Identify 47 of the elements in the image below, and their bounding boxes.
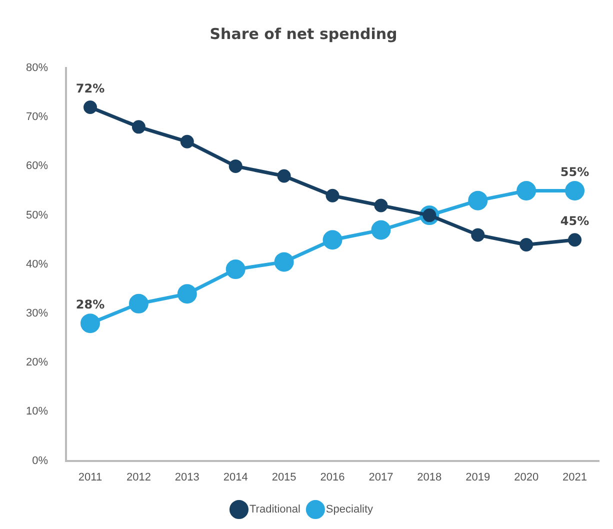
point	[322, 230, 342, 250]
point	[374, 198, 388, 212]
point	[177, 284, 197, 304]
point	[274, 252, 294, 272]
point	[516, 181, 536, 200]
point	[180, 134, 194, 148]
legend-label: Speciality	[326, 504, 374, 516]
point	[568, 233, 582, 247]
data-label: 72%	[76, 81, 105, 96]
data-label: 55%	[560, 164, 590, 179]
x-tick-label: 2012	[126, 471, 151, 484]
point	[226, 260, 246, 280]
point	[371, 220, 391, 240]
y-tick-label: 50%	[26, 209, 48, 222]
point	[520, 238, 534, 252]
y-tick-label: 80%	[26, 62, 48, 74]
data-label: 28%	[76, 297, 105, 312]
x-tick-label: 2021	[562, 471, 588, 484]
y-tick-label: 70%	[26, 111, 48, 124]
x-tick-label: 2019	[466, 471, 490, 484]
point	[128, 294, 148, 314]
y-tick-label: 0%	[32, 454, 48, 467]
chart-title: Share of net spending	[210, 24, 398, 43]
x-tick-label: 2016	[320, 471, 345, 484]
point	[471, 228, 485, 242]
y-tick-label: 10%	[26, 406, 48, 418]
x-tick-label: 2018	[417, 471, 442, 484]
legend-label: Traditional	[249, 504, 300, 516]
x-tick-label: 2020	[514, 471, 539, 484]
point	[83, 100, 97, 114]
point	[277, 169, 291, 183]
point	[80, 314, 100, 334]
point	[326, 188, 340, 202]
data-label: 45%	[560, 214, 590, 228]
x-tick-label: 2014	[223, 471, 248, 484]
x-tick-label: 2011	[78, 471, 102, 484]
y-tick-label: 60%	[26, 160, 48, 172]
y-tick-label: 30%	[26, 308, 48, 320]
y-tick-label: 20%	[26, 356, 48, 369]
point	[132, 120, 146, 134]
x-tick-label: 2013	[174, 471, 200, 484]
x-tick-label: 2015	[272, 471, 296, 484]
point	[228, 159, 242, 173]
y-tick-label: 40%	[26, 258, 48, 270]
point	[468, 190, 488, 210]
point	[565, 181, 585, 200]
x-tick-label: 2017	[368, 471, 394, 484]
